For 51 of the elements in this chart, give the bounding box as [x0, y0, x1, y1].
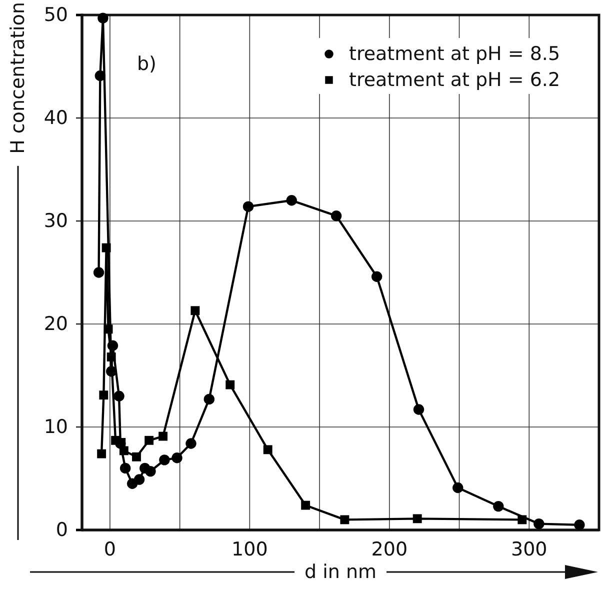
x-tick-label: 300 [511, 538, 548, 560]
point [98, 12, 108, 24]
point [574, 520, 585, 530]
legend-label: treatment at pH = 8.5 [349, 43, 560, 65]
x-tick-label: 0 [104, 538, 116, 560]
point [226, 380, 235, 390]
point [93, 267, 104, 278]
y-axis-title: H concentration [7, 2, 29, 154]
point [534, 518, 544, 530]
y-tick-label: 10 [44, 416, 68, 438]
point [204, 394, 215, 405]
point [172, 452, 182, 464]
point [263, 445, 272, 454]
point [330, 210, 342, 222]
point [158, 432, 168, 441]
point [340, 515, 350, 524]
point [301, 500, 310, 510]
point [119, 446, 128, 456]
point [413, 404, 424, 415]
point [159, 454, 170, 466]
point [106, 352, 116, 362]
annotation: b) [137, 53, 156, 75]
point [134, 474, 145, 485]
point [493, 500, 504, 512]
point [132, 452, 141, 462]
legend-label: treatment at pH = 6.2 [349, 69, 560, 91]
point [144, 436, 154, 445]
point [286, 195, 297, 206]
point [114, 390, 124, 402]
x-tick-label: 200 [371, 538, 408, 560]
point [145, 466, 156, 477]
x-axis-title: d in nm [304, 561, 377, 583]
point [120, 462, 131, 474]
x-tick-label: 100 [232, 538, 268, 560]
y-tick-label: 30 [44, 210, 68, 232]
point [186, 438, 196, 449]
point [452, 482, 464, 494]
point [518, 515, 527, 524]
point [242, 201, 254, 212]
y-tick-label: 40 [44, 107, 68, 130]
point [371, 271, 382, 282]
point [102, 243, 111, 252]
y-tick-label: 50 [44, 4, 68, 26]
point [190, 306, 200, 316]
point [94, 70, 106, 82]
point [104, 324, 113, 334]
y-tick-label: 0 [56, 519, 68, 542]
point [97, 449, 106, 458]
point [412, 514, 422, 524]
point [99, 390, 108, 400]
y-tick-label: 20 [44, 313, 68, 336]
